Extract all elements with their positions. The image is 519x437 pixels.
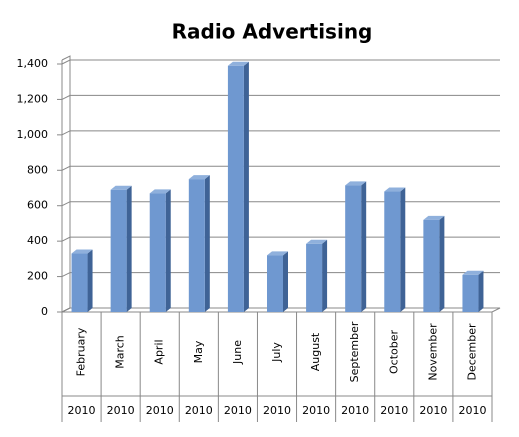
grid-line (61, 130, 500, 136)
bar (227, 65, 244, 313)
bar-top (188, 175, 210, 180)
x-tick-label: April (153, 339, 166, 364)
bar (423, 219, 440, 312)
bar-top (149, 189, 171, 194)
y-tick-label: 1,000 (17, 128, 49, 141)
bar-top (345, 181, 367, 186)
x-group-label: 2010 (146, 404, 174, 417)
bar (110, 189, 127, 312)
bar (462, 274, 479, 312)
x-tick-label: February (75, 327, 88, 376)
grid-line (61, 59, 500, 65)
bar-side (439, 215, 445, 312)
y-tick-label: 1,400 (17, 57, 49, 70)
x-tick-label: November (426, 323, 439, 381)
x-group-label: 2010 (341, 404, 369, 417)
bar-side (165, 189, 171, 312)
bar-top (462, 270, 484, 275)
bar-side (204, 175, 210, 312)
grid-line (61, 94, 500, 100)
y-tick-label: 400 (27, 234, 48, 247)
y-tick-label: 0 (41, 305, 48, 318)
bar-side (400, 187, 406, 312)
x-tick-label: October (387, 330, 400, 374)
bar-side (361, 181, 367, 312)
bar-side (478, 270, 484, 312)
grid-line (61, 165, 500, 171)
x-group-label: 2010 (380, 404, 408, 417)
chart-title: Radio Advertising (172, 20, 373, 44)
bar-top (384, 187, 406, 192)
bar-top (110, 185, 132, 190)
bar-top (227, 61, 249, 66)
x-group-label: 2010 (107, 404, 135, 417)
x-tick-label: May (192, 340, 205, 363)
bar (384, 191, 401, 312)
x-group-label: 2010 (224, 404, 252, 417)
y-tick-label: 1,200 (17, 92, 49, 105)
x-tick-label: December (465, 323, 478, 381)
bar-side (243, 61, 249, 313)
x-group-label: 2010 (68, 404, 96, 417)
bar (71, 253, 88, 312)
bar (267, 255, 283, 312)
bar-top (267, 251, 288, 256)
bar-side (322, 239, 328, 312)
bar-side (87, 249, 93, 312)
x-group-label: 2010 (458, 404, 486, 417)
x-group-label: 2010 (419, 404, 447, 417)
bar-side (126, 185, 132, 312)
y-tick-label: 800 (27, 163, 48, 176)
x-group-label: 2010 (185, 404, 213, 417)
x-tick-label: March (114, 335, 127, 369)
x-group-label: 2010 (302, 404, 330, 417)
y-tick-label: 600 (27, 199, 48, 212)
bar-side (283, 251, 288, 312)
bar (149, 193, 166, 312)
x-tick-label: September (348, 321, 361, 382)
bar (306, 243, 323, 312)
x-tick-label: August (309, 332, 322, 371)
bar-top (423, 215, 445, 220)
bar-top (71, 249, 93, 254)
x-tick-label: July (270, 342, 283, 363)
y-tick-label: 200 (27, 270, 48, 283)
bar-top (306, 239, 328, 244)
bar (188, 179, 205, 312)
x-group-label: 2010 (263, 404, 291, 417)
bar (345, 185, 362, 312)
x-tick-label: June (231, 340, 244, 365)
